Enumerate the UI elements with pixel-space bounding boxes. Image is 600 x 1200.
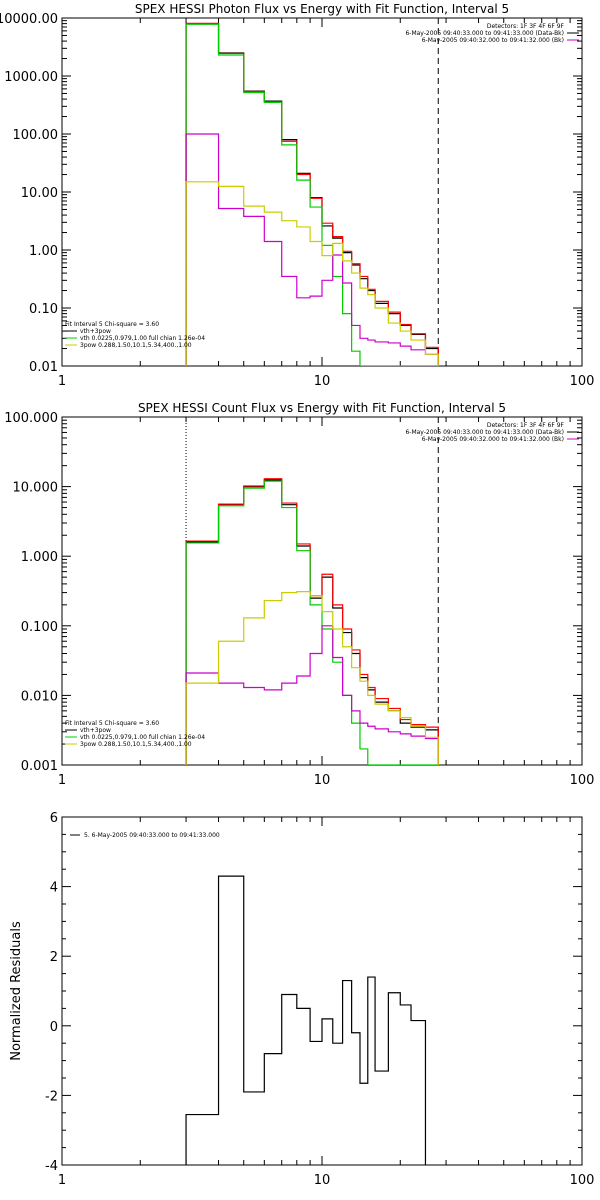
y-tick-label: 4 [50, 881, 58, 896]
series-4-step-line [185, 181, 439, 366]
plot-frame [61, 816, 583, 1166]
y-tick-label: 1000.00 [4, 70, 58, 85]
legend-entry: 6-May-2005 09:40:33.000 to 09:41:33.000 … [405, 429, 564, 436]
legend-entry: Detectors: 1F 3F 4F 6F 9F [487, 422, 565, 429]
y-tick-label: 100.00 [13, 128, 59, 143]
y-tick-label: 1.000 [21, 550, 58, 565]
x-tick-label: 10 [314, 773, 331, 788]
y-tick-label: 10.000 [13, 481, 59, 496]
x-tick-label: 100 [570, 773, 595, 788]
series-0-step-line [185, 479, 439, 765]
chart-panel-3: 1 10 100 -4 -2 0 2 4 6 Normalized Residuals 5. 6-M… [9, 811, 594, 1188]
y-tick-label: 0.001 [21, 759, 58, 774]
chart-title: SPEX HESSI Count Flux vs Energy with Fit… [138, 401, 506, 415]
chart-panel-2: SPEX HESSI Count Flux vs Energy with Fit… [4, 401, 594, 788]
legend-entry: Detectors: 1F 3F 4F 6F 9F [487, 23, 565, 30]
y-tick-label: 0.010 [21, 689, 58, 704]
x-tick-label: 1 [58, 1173, 66, 1188]
y-tick-label: 0.01 [29, 360, 58, 375]
residual-legend-entry: 5. 6-May-2005 09:40:33.000 to 09:41:33.0… [84, 832, 220, 839]
chart-title: SPEX HESSI Photon Flux vs Energy with Fi… [135, 2, 509, 16]
y-tick-label: 0.100 [21, 620, 58, 635]
series-3-step-line [185, 133, 439, 366]
y-tick-label: 100.000 [4, 411, 58, 426]
series-0-step-line [185, 875, 427, 1165]
y-tick-label: 10.00 [21, 186, 58, 201]
fit-legend-entry: 3pow 0.288,1.50,10.1,5.34,400.,1.00 [80, 342, 192, 349]
y-tick-label: 0 [50, 1020, 58, 1035]
x-tick-label: 10 [314, 1173, 331, 1188]
y-tick-label: 2 [50, 950, 58, 965]
series-1-step-line [185, 22, 439, 366]
x-tick-label: 100 [570, 1173, 595, 1188]
fit-legend-entry: vth 0.0225,0.979,1.00 full chian 1.26e-0… [80, 734, 205, 741]
legend-entry: 6-May-2005 09:40:32.000 to 09:41:32.000 … [422, 436, 564, 443]
y-tick-label: 6 [50, 811, 58, 826]
legend-entry: 6-May-2005 09:40:33.000 to 09:41:33.000 … [405, 30, 564, 37]
fit-legend-entry: 3pow 0.288,1.50,10.1,5.34,400.,1.00 [80, 741, 192, 748]
chart-panel-1: SPEX HESSI Photon Flux vs Energy with Fi… [0, 2, 594, 389]
y-tick-label: 0.10 [29, 302, 58, 317]
series-2-step-line [185, 480, 439, 765]
y-tick-label: -2 [45, 1089, 58, 1104]
fit-legend-entry: Fit Interval 5 Chi-square = 3.60 [65, 321, 159, 328]
x-tick-label: 1 [58, 773, 66, 788]
x-tick-label: 1 [58, 374, 66, 389]
fit-legend-entry: vth+3pow [80, 727, 111, 734]
x-tick-label: 100 [570, 374, 595, 389]
series-4-step-line [185, 591, 439, 765]
fit-legend-entry: vth+3pow [80, 328, 111, 335]
y-tick-label: 1.00 [29, 244, 58, 259]
series-3-step-line [185, 625, 439, 765]
y-tick-label: -4 [45, 1159, 58, 1174]
plot-frame [61, 17, 583, 367]
legend-entry: 6-May-2005 09:40:32.000 to 09:41:32.000 … [422, 37, 564, 44]
y-tick-label: 10000.00 [0, 12, 58, 27]
y-axis-label: Normalized Residuals [9, 921, 24, 1061]
fit-legend-entry: vth 0.0225,0.979,1.00 full chian 1.26e-0… [80, 335, 205, 342]
x-tick-label: 10 [314, 374, 331, 389]
fit-legend-entry: Fit Interval 5 Chi-square = 3.60 [65, 720, 159, 727]
